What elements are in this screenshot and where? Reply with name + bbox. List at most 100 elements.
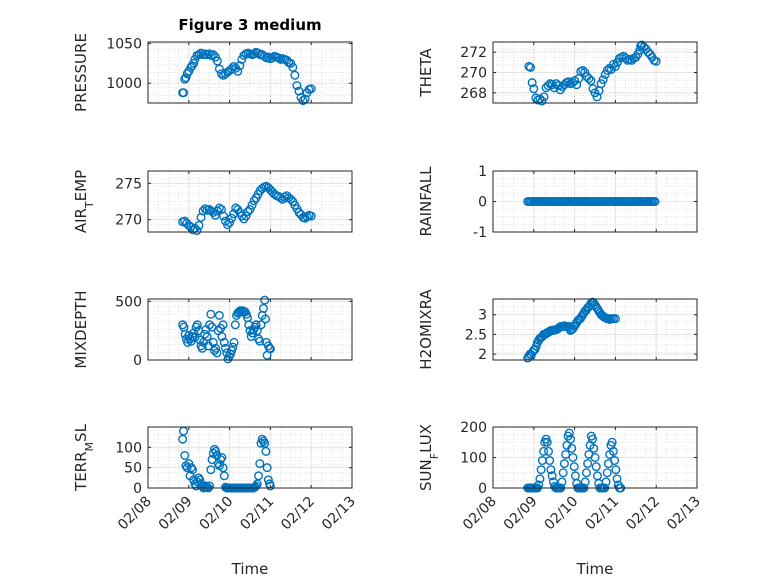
y-axis-label: AIRTEMP [72,170,96,233]
data-point [572,80,582,90]
x-tick-label: 02/09 [156,494,196,534]
y-tick-label: 3 [478,308,487,324]
data-point [536,465,546,475]
data-point [306,211,316,221]
data-point [182,463,192,473]
data-point [256,320,266,330]
y-tick-label: 2 [478,347,487,363]
y-tick-label: 275 [115,176,142,192]
y-axis-label: H2OMIXRA [417,289,435,370]
data-point [286,194,296,204]
figure-title: Figure 3 medium [178,16,321,34]
data-point [212,56,222,66]
data-point [598,75,608,85]
data-point [561,449,571,459]
x-tick-label: 02/11 [582,494,622,534]
data-point [178,88,188,98]
data-point [218,211,228,221]
data-point [539,92,549,102]
x-tick-label: 02/11 [237,494,277,534]
data-point [261,446,271,456]
data-point [584,74,594,84]
data-point [569,462,579,472]
data-point [189,328,199,338]
data-point [227,213,237,223]
data-point [205,320,215,330]
y-tick-label: 268 [460,86,487,102]
data-point [218,320,228,330]
y-tick-label: 270 [115,213,142,229]
data-point [265,344,275,354]
data-point [180,450,190,460]
data-point [534,480,544,490]
data-point [602,65,612,75]
data-point [531,341,541,351]
data-point [180,74,190,84]
data-point [255,336,265,346]
data-point [608,446,618,456]
data-point [290,70,300,80]
x-tick-label: 02/12 [278,494,318,534]
data-point [559,459,569,469]
data-point [254,471,264,481]
y-tick-label: -1 [473,225,487,241]
data-point [267,53,277,63]
data-point [583,459,593,469]
y-tick-label: 0 [133,481,142,497]
data-point [202,332,212,342]
data-point [214,64,224,74]
axes-box [147,426,353,489]
panel-top-left: 1000 1050 PRESSURE [72,33,353,112]
y-axis-label: SUNFLUX [417,424,441,491]
data-point [192,320,202,330]
data-point [247,200,257,210]
y-tick-label: 1 [478,164,487,180]
data-point [255,459,265,469]
data-point [592,92,602,102]
data-point [208,50,218,60]
data-point [217,453,227,463]
data-point [588,434,598,444]
data-point [612,474,622,484]
data-point [651,56,661,66]
y-axis-label: MIXDEPTH [72,290,90,368]
data-point [539,446,549,456]
data-point [567,443,577,453]
x-tick-label: 02/08 [460,494,500,534]
data-point [302,212,312,222]
y-axis-label: PRESSURE [72,33,90,112]
data-point [601,477,611,487]
x-tick-label: 02/13 [319,494,359,534]
data-point [192,226,202,236]
panel-bottom-left: 0 50 100 TERRMSL 02/08 02/09 02/10 02/11 02/12 02… [72,423,359,533]
panel-mid-upper-right: -1 0 1 RAINFALL [417,164,698,241]
data-point [200,204,210,214]
data-point [256,438,266,448]
data-point [610,456,620,466]
data-point [563,77,573,87]
panel-mid-upper-left: 270 275 AIRTEMP [72,170,353,236]
y-tick-label: 200 [460,420,487,436]
data-point [258,303,268,313]
data-point [214,203,224,213]
y-tick-label: 100 [460,451,487,467]
data-point [206,309,216,319]
panel-mid-lower-left: 0 500 MIXDEPTH [72,290,353,369]
data-point [233,66,243,76]
data-point [208,337,218,347]
data-point [610,314,620,324]
y-axis-label: TERRMSL [72,423,96,492]
data-point [543,446,553,456]
data-point [251,320,261,330]
y-tick-label: 0 [478,481,487,497]
y-axis-label: RAINFALL [417,166,435,237]
x-axis-label-right: Time [576,560,614,578]
data-point [229,337,239,347]
data-point [230,320,240,330]
y-tick-label: 0 [478,195,487,211]
data-point [187,465,197,475]
data-point [216,69,226,79]
data-point [211,446,221,456]
